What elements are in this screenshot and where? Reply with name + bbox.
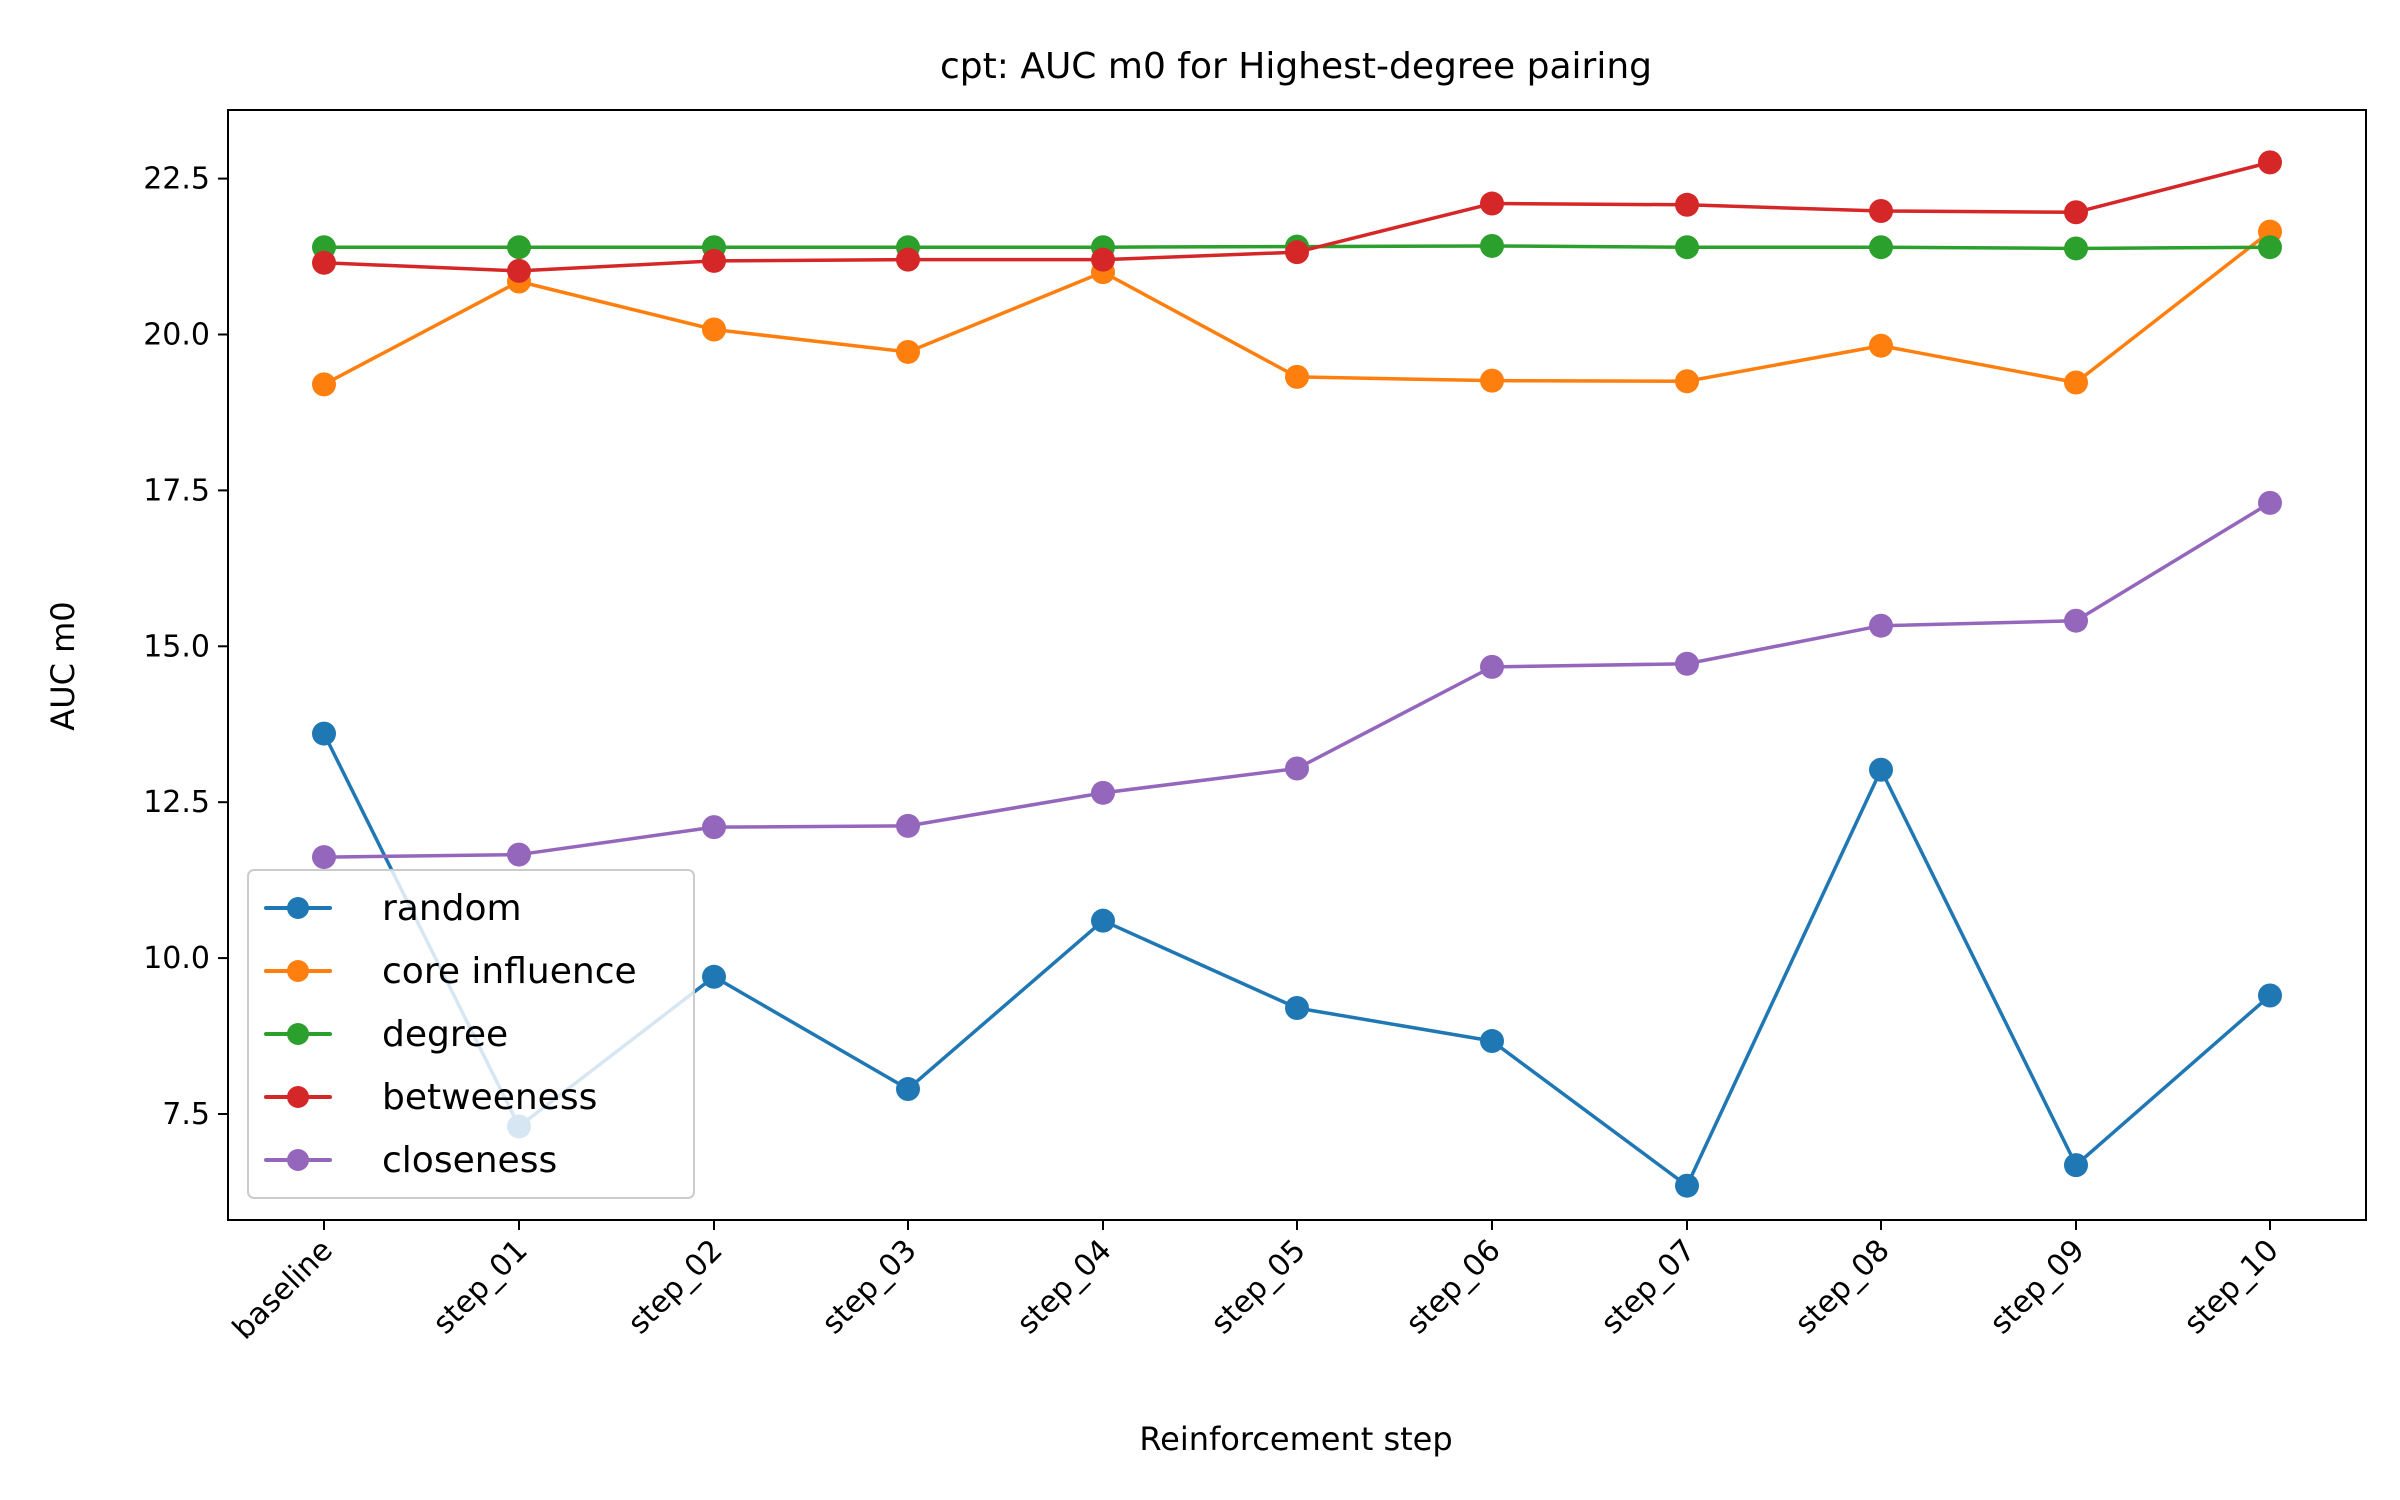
series-point-0-9: [2064, 1153, 2088, 1178]
series-point-3-0: [312, 250, 336, 275]
series-point-4-9: [2064, 608, 2088, 633]
series-point-3-8: [1869, 199, 1893, 224]
series-point-0-3: [896, 1077, 920, 1102]
y-tick-label-6: 22.5: [143, 162, 210, 197]
series-4: [312, 490, 2282, 870]
series-point-4-6: [1480, 654, 1504, 679]
legend-label-2: degree: [382, 1014, 508, 1055]
legend-item-1: core influence: [264, 951, 637, 992]
series-point-4-5: [1285, 756, 1309, 781]
y-tick-label-1: 10.0: [143, 941, 210, 976]
series-point-2-1: [507, 235, 531, 260]
series-point-1-0: [312, 372, 336, 397]
series-point-0-2: [702, 964, 726, 989]
legend-label-0: random: [382, 888, 522, 929]
y-tick-label-5: 20.0: [143, 317, 210, 352]
series-point-4-0: [312, 845, 336, 870]
legend-item-4: closeness: [264, 1140, 557, 1181]
series-point-4-1: [507, 842, 531, 867]
chart-title: cpt: AUC m0 for Highest-degree pairing: [940, 46, 1652, 87]
series-point-3-7: [1675, 192, 1699, 217]
plot-area: [312, 150, 2282, 1198]
series-point-1-6: [1480, 368, 1504, 393]
legend-swatch-marker-1: [287, 960, 309, 982]
series-point-3-9: [2064, 200, 2088, 225]
series-point-2-8: [1869, 235, 1893, 260]
legend-item-0: random: [264, 888, 522, 929]
legend-swatch-marker-2: [287, 1023, 309, 1045]
series-point-2-9: [2064, 236, 2088, 261]
series-3: [312, 150, 2282, 283]
series-point-4-3: [896, 813, 920, 838]
y-tick-label-0: 7.5: [162, 1097, 210, 1132]
series-point-3-6: [1480, 191, 1504, 216]
legend-item-2: degree: [264, 1014, 508, 1055]
legend-item-3: betweeness: [264, 1077, 597, 1118]
series-point-4-4: [1091, 780, 1115, 805]
legend-swatch-marker-0: [287, 897, 309, 919]
legend-label-3: betweeness: [382, 1077, 597, 1118]
series-point-3-2: [702, 248, 726, 273]
y-tick-label-2: 12.5: [143, 785, 210, 820]
legend: random core influence degree betweeness clos…: [247, 869, 695, 1199]
series-point-0-7: [1675, 1173, 1699, 1198]
x-axis-label: Reinforcement step: [1139, 1420, 1452, 1458]
series-point-4-7: [1675, 651, 1699, 676]
series-point-0-10: [2258, 983, 2282, 1008]
series-point-3-1: [507, 258, 531, 283]
series-point-0-0: [312, 721, 336, 746]
legend-swatch-marker-4: [287, 1149, 309, 1171]
series-point-2-7: [1675, 235, 1699, 260]
y-axis-label: AUC m0: [44, 601, 82, 730]
series-point-1-8: [1869, 333, 1893, 358]
series-point-1-7: [1675, 369, 1699, 394]
legend-box: [247, 869, 695, 1199]
series-point-2-6: [1480, 233, 1504, 258]
legend-label-1: core influence: [382, 951, 637, 992]
y-tick-label-3: 15.0: [143, 629, 210, 664]
series-point-4-8: [1869, 613, 1893, 638]
series-point-3-10: [2258, 150, 2282, 175]
series-point-3-5: [1285, 240, 1309, 265]
series-point-0-6: [1480, 1029, 1504, 1054]
series-point-0-8: [1869, 757, 1893, 782]
series-point-1-2: [702, 317, 726, 342]
legend-label-4: closeness: [382, 1140, 557, 1181]
series-point-3-4: [1091, 247, 1115, 272]
legend-swatch-marker-3: [287, 1086, 309, 1108]
series-point-4-2: [702, 815, 726, 840]
series-point-3-3: [896, 247, 920, 272]
series-point-1-3: [896, 339, 920, 364]
y-tick-label-4: 17.5: [143, 473, 210, 508]
series-point-1-9: [2064, 370, 2088, 395]
series-point-0-4: [1091, 908, 1115, 933]
series-point-2-10: [2258, 235, 2282, 260]
series-point-1-5: [1285, 364, 1309, 389]
series-point-4-10: [2258, 490, 2282, 515]
series-point-0-5: [1285, 995, 1309, 1020]
